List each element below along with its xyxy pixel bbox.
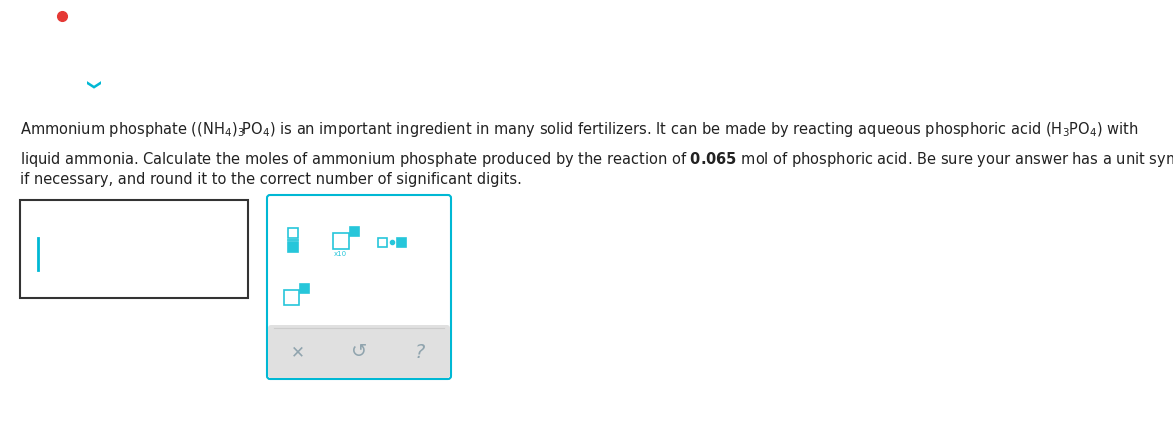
FancyBboxPatch shape — [267, 195, 450, 379]
Bar — [333, 233, 350, 249]
Bar — [350, 227, 359, 236]
Bar — [396, 238, 406, 247]
Bar — [289, 228, 298, 238]
Text: Ammonium phosphate $\left(\left(\mathrm{NH_4}\right)_3\!\mathrm{PO_4}\right)$ is: Ammonium phosphate $\left(\left(\mathrm{… — [20, 120, 1139, 139]
Bar — [284, 290, 299, 305]
Bar — [20, 200, 248, 298]
Text: ❯: ❯ — [83, 80, 97, 91]
Text: ↺: ↺ — [351, 343, 367, 362]
Text: ?: ? — [415, 343, 425, 362]
Text: Using a chemical equation to find moles of product from moles ...: Using a chemical equation to find moles … — [74, 38, 577, 53]
Text: x10: x10 — [333, 251, 346, 257]
FancyBboxPatch shape — [267, 325, 450, 378]
Text: ✕: ✕ — [291, 343, 305, 361]
Text: if necessary, and round it to the correct number of significant digits.: if necessary, and round it to the correc… — [20, 172, 522, 187]
Bar — [300, 284, 308, 293]
Text: liquid ammonia. Calculate the moles of ammonium phosphate produced by the reacti: liquid ammonia. Calculate the moles of a… — [20, 150, 1173, 169]
Bar — [378, 238, 387, 247]
Text: CHEMICAL REACTIONS: CHEMICAL REACTIONS — [74, 11, 196, 21]
Bar — [289, 242, 298, 252]
